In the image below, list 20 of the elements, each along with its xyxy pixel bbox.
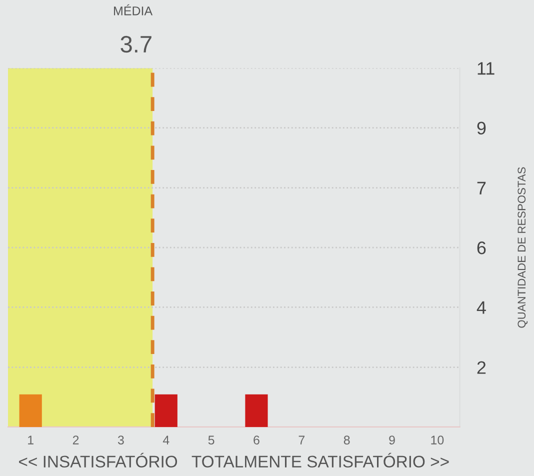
x-tick-label: 8 <box>344 436 350 444</box>
y-tick-label: 9 <box>477 122 486 134</box>
y-tick-label: 11 <box>478 62 494 75</box>
y-tick-label: 4 <box>476 301 486 314</box>
text: MÉDIA <box>114 4 153 16</box>
x-axis-title: << INSATISFATÓRIO TOTALMENTE SATISFATÓRIO >> <box>19 452 449 468</box>
y-tick-label: 2 <box>477 361 486 374</box>
x-tick-label: 10 <box>431 436 444 444</box>
ref-line-label: 3.7 <box>120 36 152 53</box>
x-tick-label: 9 <box>389 436 395 444</box>
y-tick-label: 6 <box>477 241 486 254</box>
x-tick-label: 6 <box>254 436 260 444</box>
y-tick-label: 7 <box>477 182 486 194</box>
y-axis-title: QUANTIDADE DE RESPOSTAS <box>518 167 528 328</box>
x-tick-label: 2 <box>72 436 79 444</box>
x-tick-label: 7 <box>298 436 305 444</box>
x-tick-label: 1 <box>28 436 34 444</box>
x-tick-label: 5 <box>208 436 214 444</box>
x-tick-label: 3 <box>118 436 124 444</box>
x-tick-label: 4 <box>162 436 170 444</box>
